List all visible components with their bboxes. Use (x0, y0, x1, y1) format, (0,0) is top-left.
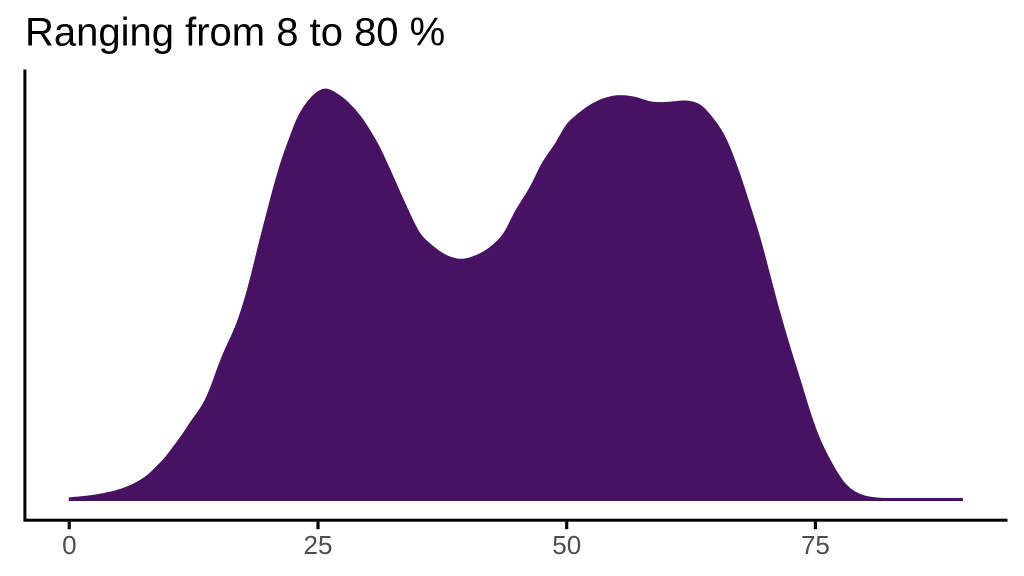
svg-text:25: 25 (304, 530, 333, 560)
svg-text:75: 75 (801, 530, 830, 560)
svg-text:50: 50 (552, 530, 581, 560)
svg-text:Ranging from 8 to 80 %: Ranging from 8 to 80 % (25, 11, 445, 55)
svg-text:0: 0 (62, 530, 76, 560)
